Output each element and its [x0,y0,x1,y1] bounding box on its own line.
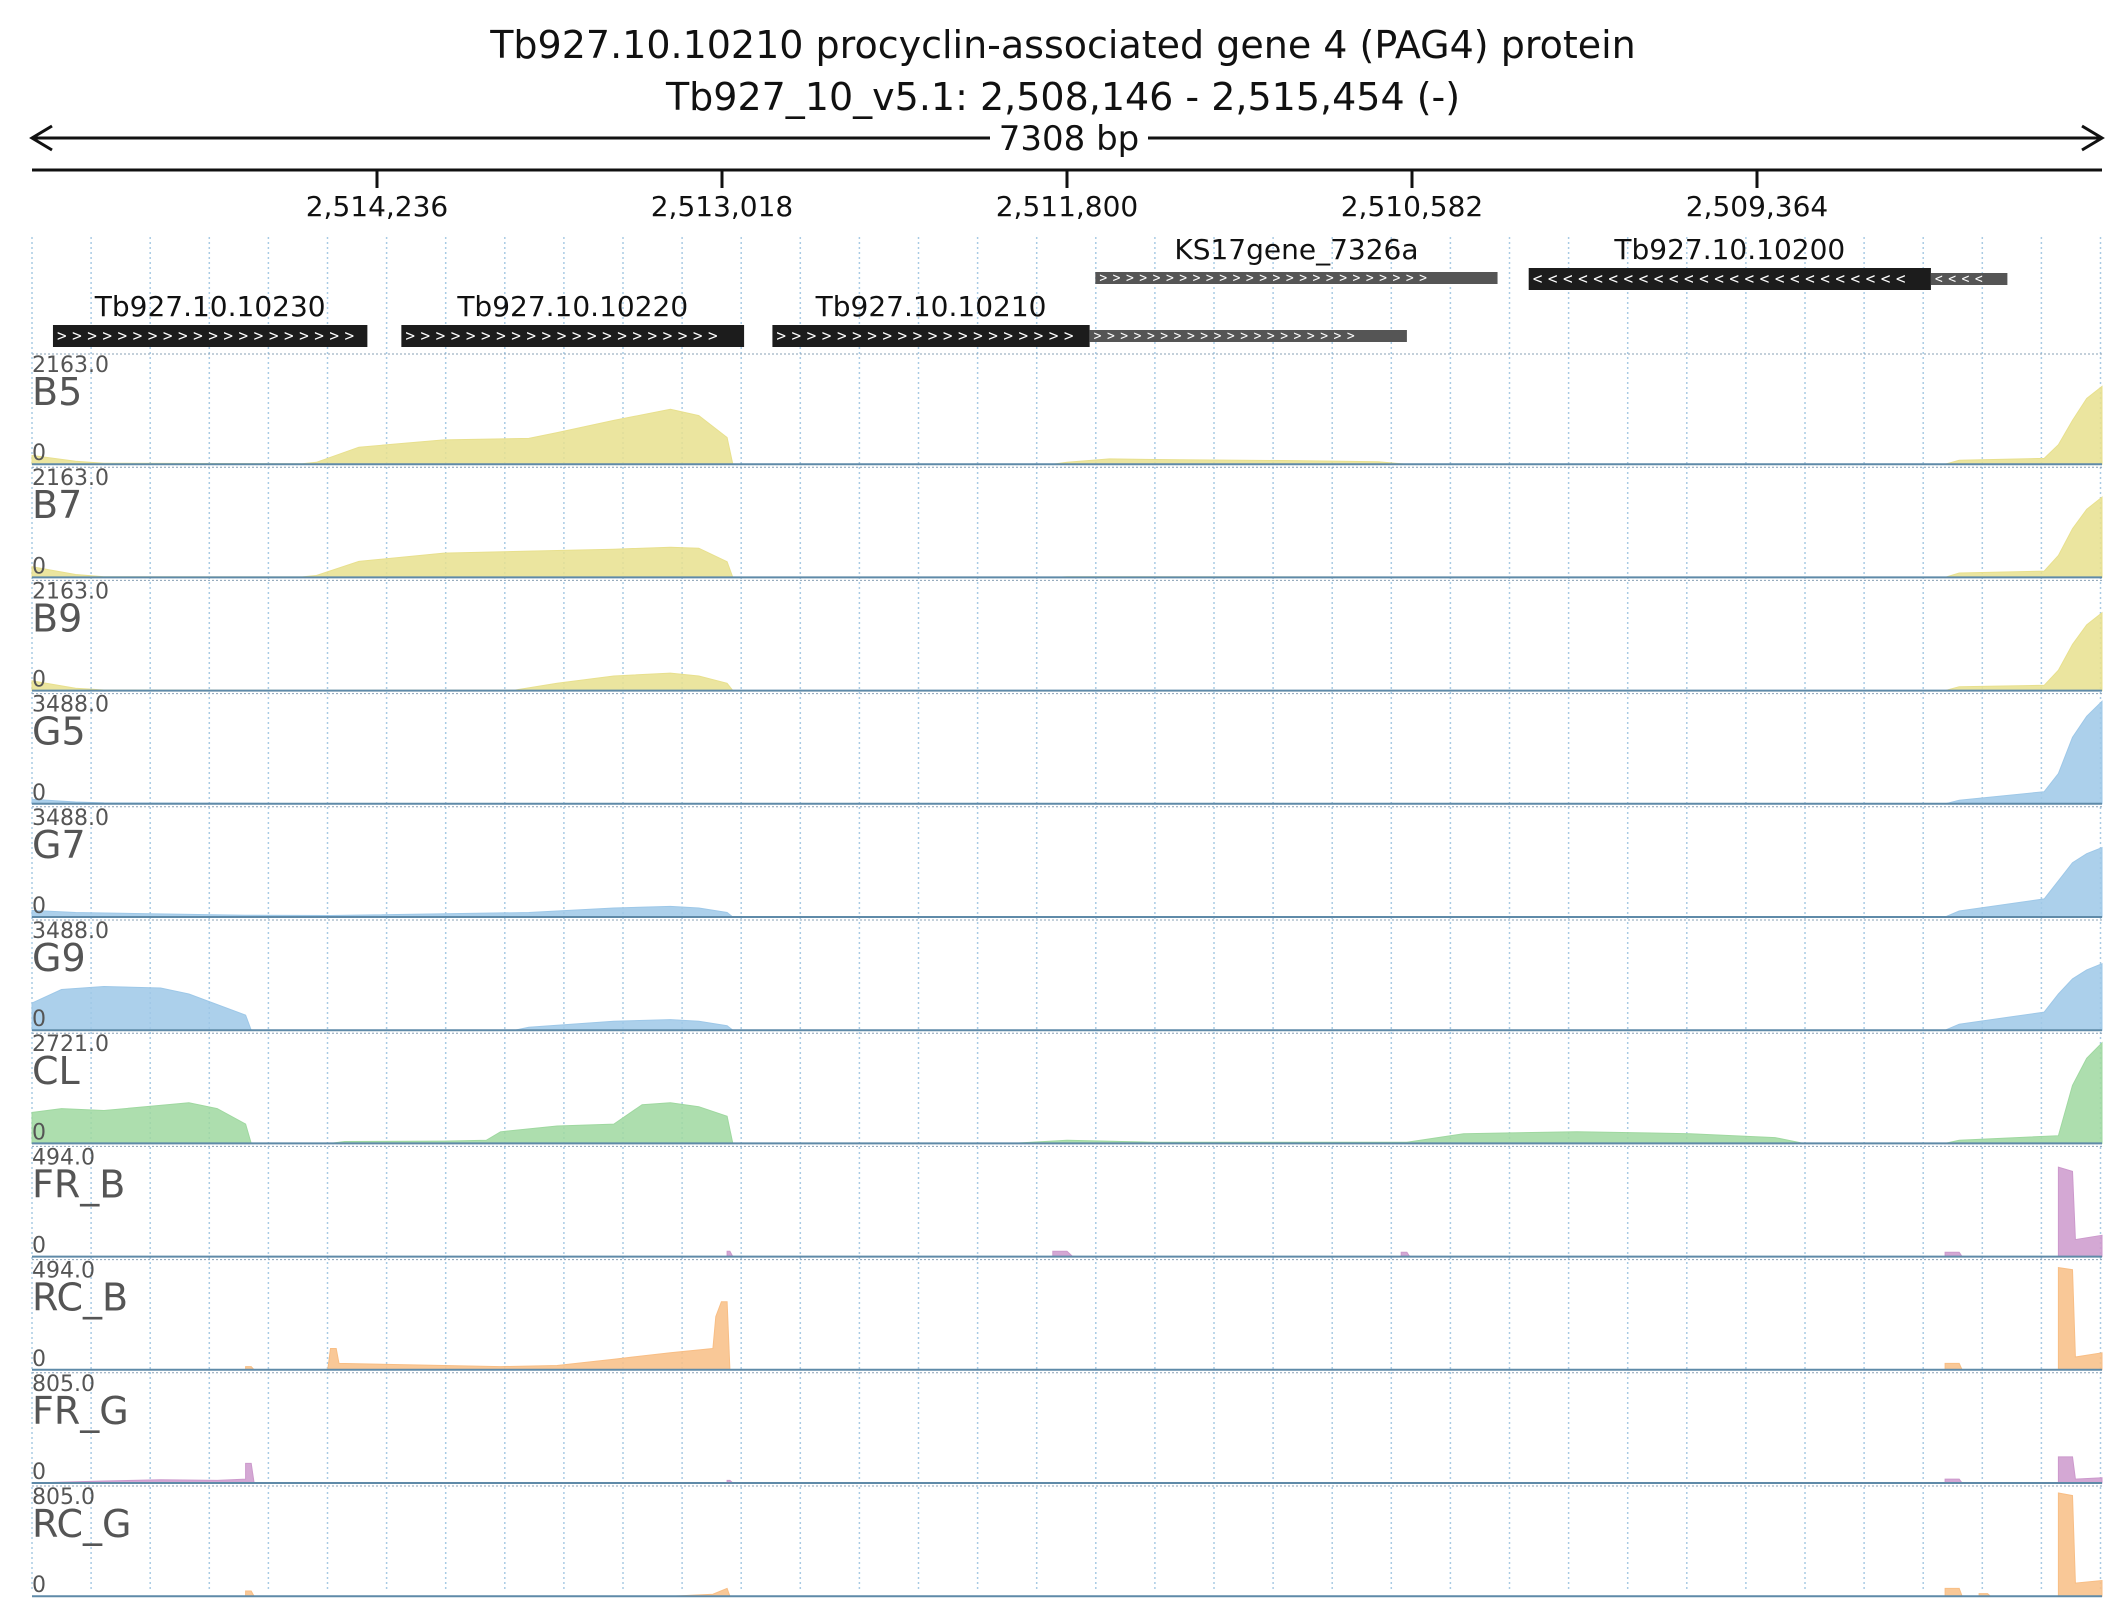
track-b5: 2163.0B5 0 [31,353,2103,466]
left-arrowhead-icon [29,124,53,152]
strand-arrows: <<<< [1935,272,1988,287]
track-cl: 2721.0CL 0 [31,1032,2103,1145]
gene-annotation-track: >>>>>>>>>>>>>>>>>>>> Tb927.10.10230 >>>>>>… [52,233,2008,347]
track-fr-b: 494.0FR_B 0 [32,1145,2103,1259]
gene-feature [52,325,368,347]
track-name: B9 [32,596,82,640]
coverage-area [32,1267,2103,1371]
track-min-label: 0 [32,1234,46,1259]
track-name: FR_G [32,1389,129,1433]
strand-arrows: >>>>>>>>>>>>>>>>>>>> [776,326,1079,345]
coverage-area [31,611,2103,692]
strand-arrows: >>>>>>>>>>>>>>>>>>>> [57,326,360,345]
gene-label: KS17gene_7326a [1174,233,1418,266]
gene-feature [401,325,745,347]
track-fr-g: 805.0FR_G 0 [31,1372,2103,1485]
span-ruler: 7308 bp [29,119,2105,159]
track-max-label: 2721.0 [32,1032,109,1057]
coordinate-ticks: 2,514,236 2,513,018 2,511,800 2,510,582 2,50… [306,170,1829,223]
track-max-label: 805.0 [32,1485,95,1510]
gene-label: Tb927.10.10220 [456,290,688,323]
track-min-label: 0 [32,1007,46,1032]
track-name: G9 [32,936,86,980]
gene-feature [772,325,1090,347]
track-min-label: 0 [32,1347,46,1372]
track-max-label: 494.0 [32,1145,95,1170]
axis-tick-label: 2,513,018 [651,190,794,223]
strand-arrows: >>>>>>>>>>>>>>>>>>>>> [405,326,723,345]
track-name: RC_B [32,1276,128,1320]
track-name: B5 [32,370,82,414]
track-max-label: 3488.0 [32,919,109,944]
gene-label: Tb927.10.10200 [1613,233,1845,266]
right-arrowhead-icon [2081,124,2105,152]
strand-arrows: >>>>>>>>>>>>>>>>>>>>>>>>> [1099,271,1432,286]
coverage-area [32,1166,2103,1258]
track-name: RC_G [32,1502,132,1546]
strand-arrows: >>>>>>>>>>>>>>>>>>>> [1094,329,1361,344]
track-name: G5 [32,710,86,754]
locus-subtitle: Tb927_10_v5.1: 2,508,146 - 2,515,454 (-) [665,75,1460,119]
track-g7: 3488.0G7 0 [31,806,2103,919]
track-max-label: 3488.0 [32,806,109,831]
gene-feature [1089,330,1407,342]
track-rc-g: 805.0RC_G 0 [32,1485,2103,1598]
track-min-label: 0 [32,441,46,466]
coverage-area [31,1456,2103,1484]
coverage-area [32,1492,2103,1597]
track-g5: 3488.0G5 0 [31,693,2103,806]
axis-tick-label: 2,510,582 [1341,190,1484,223]
track-min-label: 0 [32,1573,46,1598]
track-min-label: 0 [32,668,46,693]
track-max-label: 494.0 [32,1259,95,1284]
coverage-area [31,1041,2103,1144]
track-max-label: 2163.0 [32,353,109,378]
axis-tick-label: 2,511,800 [996,190,1139,223]
track-name: B7 [32,483,82,527]
track-max-label: 805.0 [32,1372,95,1397]
axis-tick-label: 2,514,236 [306,190,449,223]
track-min-label: 0 [32,1120,46,1145]
track-g9: 3488.0G9 0 [31,919,2103,1032]
track-name: CL [32,1049,80,1093]
axis-tick-label: 2,509,364 [1686,190,1829,223]
coverage-area [31,385,2103,465]
span-label: 7308 bp [999,119,1140,159]
track-b7: 2163.0B7 0 [31,466,2103,579]
gene-label: Tb927.10.10210 [815,290,1047,323]
track-min-label: 0 [32,894,46,919]
coverage-area [31,700,2103,805]
track-min-label: 0 [32,781,46,806]
track-max-label: 3488.0 [32,693,109,718]
coverage-tracks: 2163.0B502163.0B702163.0B903488.0G503488… [31,353,2103,1598]
gene-feature [1528,268,1931,290]
track-min-label: 0 [32,1460,46,1485]
track-rc-b: 494.0RC_B 0 [32,1259,2103,1372]
coverage-area [31,963,2103,1031]
gene-feature [1930,273,2008,285]
track-name: G7 [32,823,86,867]
track-max-label: 2163.0 [32,579,109,604]
track-b9: 2163.0B9 0 [31,579,2103,693]
coverage-area [31,846,2103,918]
coverage-area [31,496,2103,578]
track-max-label: 2163.0 [32,466,109,491]
page-title: Tb927.10.10210 procyclin-associated gene… [489,23,1636,67]
track-name: FR_B [32,1162,125,1206]
gene-feature [1095,272,1498,284]
vertical-grid [31,237,2102,1592]
track-min-label: 0 [32,554,46,579]
gene-label: Tb927.10.10230 [94,290,326,323]
strand-arrows: <<<<<<<<<<<<<<<<<<<<<<<<< [1533,269,1911,288]
